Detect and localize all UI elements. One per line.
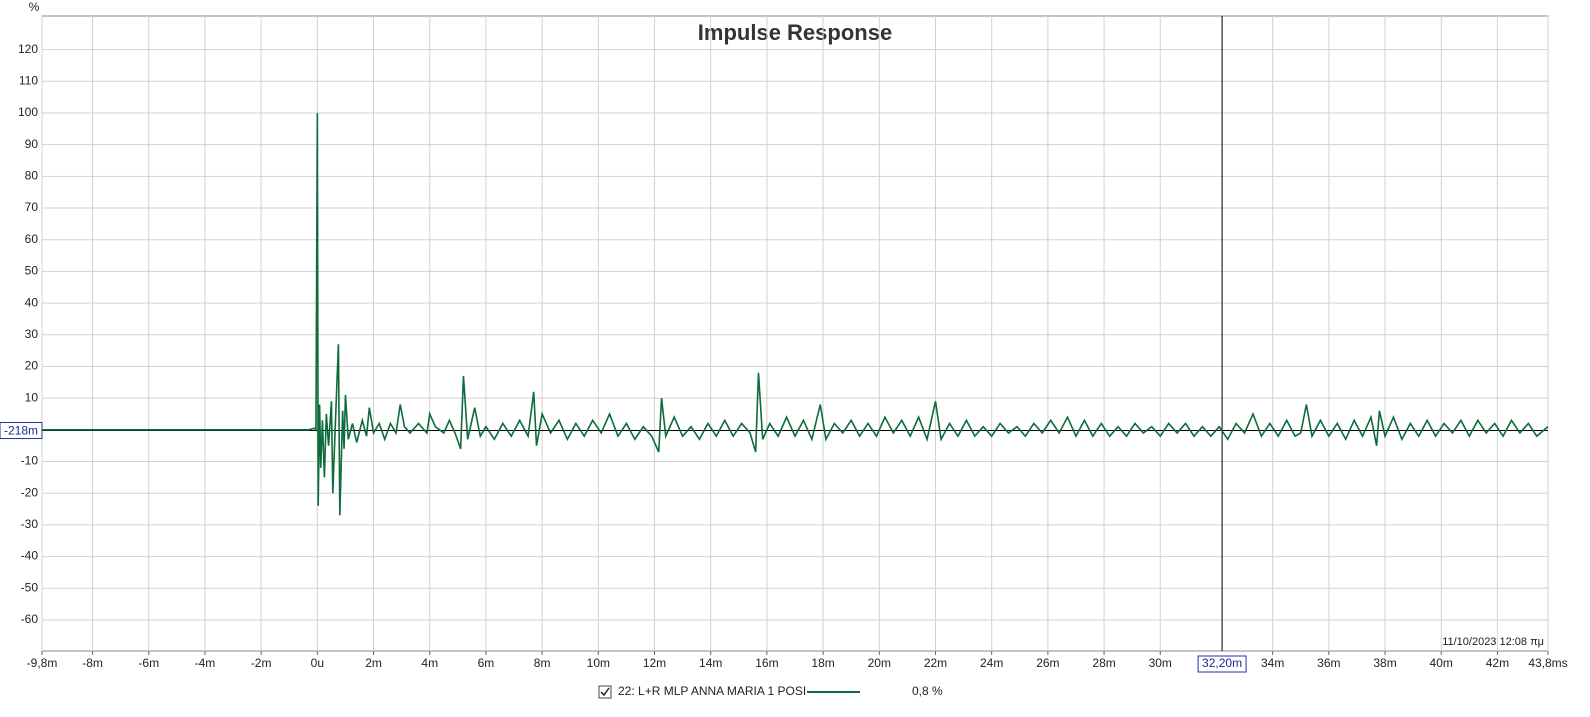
x-tick-label: 6m (478, 656, 495, 670)
y-unit: % (29, 0, 40, 14)
y-tick-label: 40 (25, 295, 39, 309)
x-tick-label: 8m (534, 656, 551, 670)
legend-checkbox[interactable] (598, 685, 612, 699)
plot-area (41, 15, 1549, 652)
y-tick-label: 110 (19, 73, 38, 87)
y-tick-label: 60 (25, 232, 39, 246)
x-tick-label: 40m (1430, 656, 1453, 670)
y-tick-label: 100 (18, 105, 38, 119)
x-tick-label: -8m (82, 656, 103, 670)
x-tick-label: 34m (1261, 656, 1284, 670)
x-tick-label: 16m (755, 656, 778, 670)
chart-title: Impulse Response (698, 20, 892, 45)
y-tick-label: -40 (21, 549, 39, 563)
cursor-x-label: 32,20m (1202, 656, 1242, 670)
cursor-x-box (1197, 655, 1247, 673)
timestamp: 11/10/2023 12:08 πμ (1442, 636, 1544, 648)
cursor-y-box (0, 422, 43, 440)
y-tick-label: 50 (25, 264, 39, 278)
x-tick-label: -6m (138, 656, 159, 670)
legend-label[interactable]: 22: L+R MLP ANNA MARIA 1 POSI (618, 684, 806, 698)
x-tick-label: 20m (868, 656, 891, 670)
cursor-y-label: -218m (4, 424, 38, 438)
x-tick-label: 0u (311, 656, 324, 670)
y-tick-label: -10 (21, 454, 39, 468)
x-tick-label: 22m (924, 656, 947, 670)
x-tick-label: 26m (1036, 656, 1059, 670)
legend-cursor-value: 0,8 % (912, 684, 943, 698)
y-tick-label: 20 (25, 359, 39, 373)
y-tick-label: 70 (25, 200, 39, 214)
y-tick-label: 10 (25, 390, 39, 404)
x-tick-label: 38m (1373, 656, 1396, 670)
x-tick-label: 12m (643, 656, 666, 670)
y-tick-label: -50 (21, 580, 39, 594)
y-tick-label: 30 (25, 327, 39, 341)
x-tick-label: 30m (1149, 656, 1172, 670)
x-tick-label: -4m (195, 656, 216, 670)
y-tick-label: -60 (21, 612, 39, 626)
y-tick-label: 80 (25, 169, 39, 183)
x-tick-label: 24m (980, 656, 1003, 670)
series-line (42, 112, 1549, 516)
x-tick-label: -2m (251, 656, 272, 670)
x-tick-label: 36m (1317, 656, 1340, 670)
legend-check (600, 687, 610, 697)
x-tick-label: 28m (1092, 656, 1115, 670)
x-tick-label: 43,8ms (1528, 656, 1567, 670)
y-tick-label: 120 (18, 42, 38, 56)
x-tick-label: 4m (421, 656, 438, 670)
y-tick-label: -20 (21, 485, 39, 499)
x-tick-label: 18m (811, 656, 834, 670)
x-tick-label: -9,8m (27, 656, 58, 670)
x-tick-label: 10m (587, 656, 610, 670)
x-tick-label: 2m (365, 656, 382, 670)
y-tick-label: 90 (25, 137, 39, 151)
y-tick-label: -30 (21, 517, 39, 531)
x-tick-label: 14m (699, 656, 722, 670)
x-tick-label: 42m (1486, 656, 1509, 670)
